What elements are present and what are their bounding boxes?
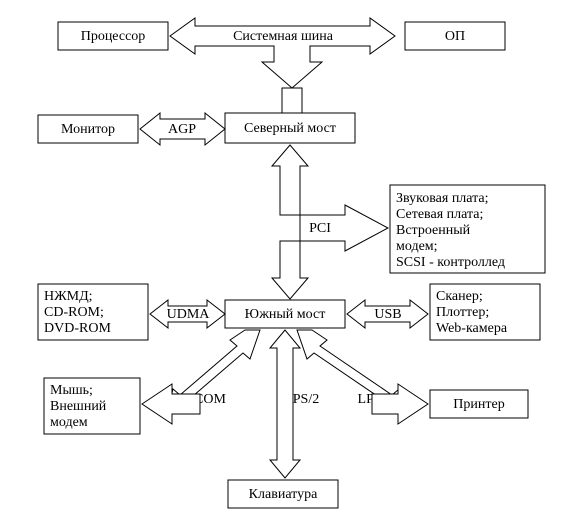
printer-label: Принтер bbox=[453, 397, 504, 412]
monitor-label: Монитор bbox=[61, 122, 115, 137]
ram-label: ОП bbox=[445, 29, 465, 44]
scanner-l1: Сканер; bbox=[436, 289, 483, 304]
sound-line2: Сетевая плата; bbox=[396, 207, 483, 222]
mouse-l3: модем bbox=[50, 415, 88, 430]
pci-label: PCI bbox=[309, 221, 331, 236]
keyboard-label: Клавиатура bbox=[249, 487, 318, 502]
storage-l3: DVD-ROM bbox=[44, 321, 111, 336]
architecture-diagram: Системная шина Процессор ОП Северный мос… bbox=[0, 0, 566, 521]
udma-label: UDMA bbox=[167, 307, 211, 322]
agp-label: AGP bbox=[168, 122, 196, 137]
sound-line1: Звуковая плата; bbox=[396, 191, 489, 206]
cpu-label: Процессор bbox=[81, 29, 146, 44]
mouse-l1: Мышь; bbox=[50, 383, 93, 398]
sound-line4: модем; bbox=[396, 239, 438, 254]
south-label: Южный мост bbox=[245, 307, 326, 322]
scanner-l3: Web-камера bbox=[436, 321, 508, 336]
sound-line3: Встроенный bbox=[396, 223, 471, 238]
north-label: Северный мост bbox=[244, 121, 336, 136]
sysbus-label: Системная шина bbox=[233, 29, 334, 44]
usb-label: USB bbox=[374, 307, 401, 322]
storage-l1: НЖМД; bbox=[44, 289, 93, 304]
mouse-l2: Внешний bbox=[50, 399, 107, 414]
ps2-label: PS/2 bbox=[293, 392, 319, 407]
storage-l2: CD-ROM; bbox=[44, 305, 104, 320]
sound-line5: SCSI - контроллед bbox=[396, 255, 505, 270]
sysbus-to-north bbox=[282, 88, 302, 113]
scanner-l2: Плоттер; bbox=[436, 305, 489, 320]
